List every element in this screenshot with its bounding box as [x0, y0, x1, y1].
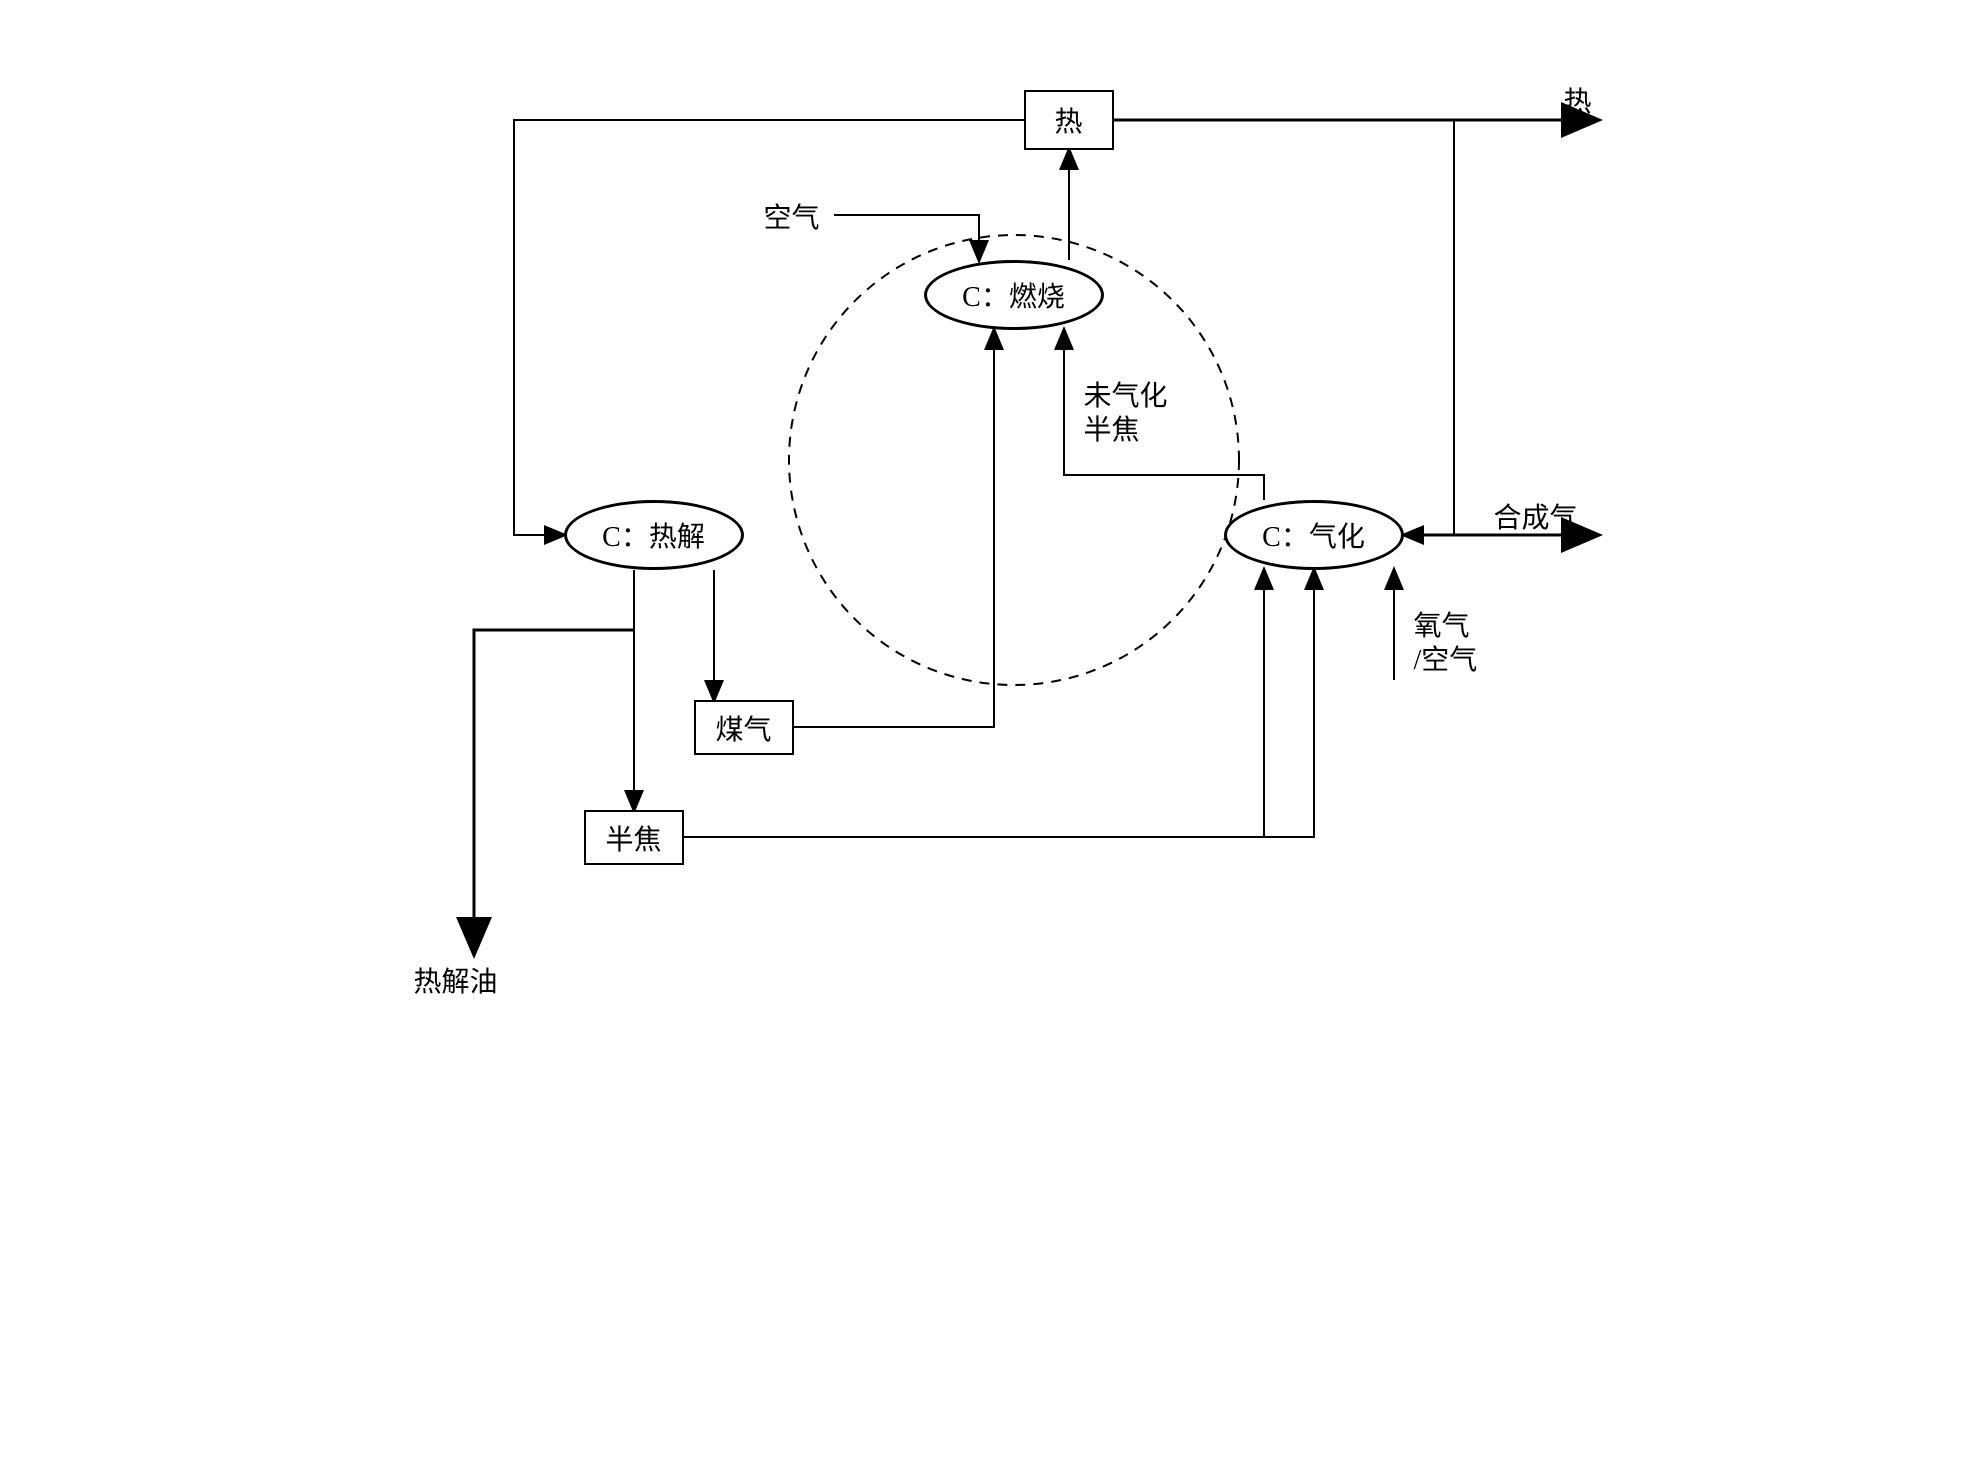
pyrolysis-node: C：热解 — [564, 500, 744, 570]
heat-box-label: 热 — [1054, 100, 1082, 140]
gasification-label: C：气化 — [1262, 515, 1365, 555]
oxygen-air-label: 氧气 /空气 — [1414, 610, 1478, 677]
edge-coalgas-to-combustion — [794, 330, 994, 727]
diagram-edges — [294, 0, 1694, 1050]
ungasified-label: 未气化 半焦 — [1084, 380, 1168, 447]
edge-pyrolysis-oil — [474, 630, 634, 950]
edge-heat-to-pyrolysis — [514, 120, 1024, 535]
gasification-node: C：气化 — [1224, 500, 1404, 570]
coal-gas-box: 煤气 — [694, 700, 794, 755]
edge-air-to-combustion — [834, 215, 979, 260]
combustion-node: C：燃烧 — [924, 260, 1104, 330]
heat-out-label: 热 — [1564, 80, 1592, 120]
syngas-out-label: 合成气 — [1494, 496, 1578, 536]
edge-heat-to-gasification — [1404, 120, 1454, 535]
pyrolysis-oil-label: 热解油 — [414, 960, 498, 1000]
diagram-canvas: 热 C：燃烧 C：热解 C：气化 煤气 半焦 空气 热 合成气 氧气 /空气 未… — [294, 0, 1694, 1050]
semi-coke-box: 半焦 — [584, 810, 684, 865]
coal-gas-label: 煤气 — [715, 708, 771, 748]
air-in-label: 空气 — [764, 196, 820, 236]
combustion-label: C：燃烧 — [962, 275, 1065, 315]
semi-coke-label: 半焦 — [605, 818, 661, 858]
pyrolysis-label: C：热解 — [602, 515, 705, 555]
heat-box: 热 — [1024, 90, 1114, 150]
